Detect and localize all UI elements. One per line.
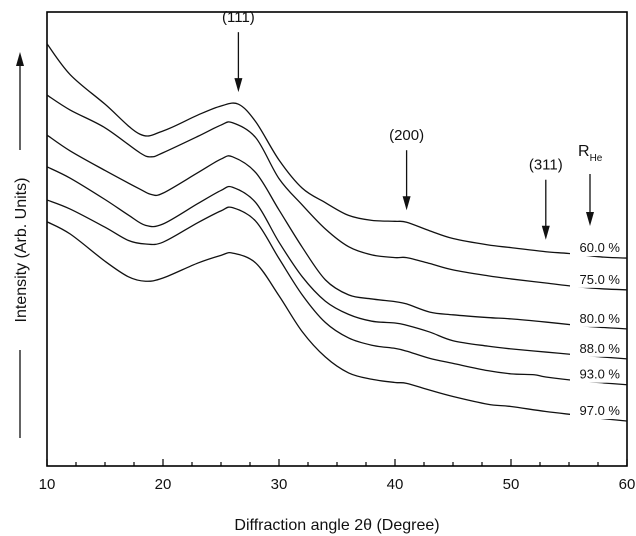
series-label-5: 93.0 % xyxy=(580,367,621,382)
series-label-bg xyxy=(570,403,622,420)
series-line-3 xyxy=(46,134,628,330)
y-axis-label-group: Intensity (Arb. Units) xyxy=(10,52,30,438)
x-tick-label: 30 xyxy=(271,476,288,493)
x-axis-ticks: 10 20 30 40 50 60 xyxy=(39,459,636,493)
series-label-1: 60.0 % xyxy=(580,240,621,255)
series-label-2: 75.0 % xyxy=(580,272,621,287)
series-line-6 xyxy=(46,221,628,422)
series-label-4: 88.0 % xyxy=(580,341,621,356)
x-axis-label: Diffraction angle 2θ (Degree) xyxy=(234,517,439,534)
legend-header: RHe xyxy=(578,143,603,226)
series-label-bg xyxy=(570,340,622,357)
peak-arrow-head-1 xyxy=(234,78,243,93)
x-tick-label: 40 xyxy=(387,476,404,493)
series-label-bg xyxy=(570,271,622,288)
series-label-6: 97.0 % xyxy=(580,403,621,418)
y-axis-arrow-head xyxy=(16,52,24,66)
legend-header-sub: He xyxy=(590,153,603,164)
series-label-3: 80.0 % xyxy=(580,311,621,326)
x-tick-label: 10 xyxy=(39,476,56,493)
y-axis-label: Intensity (Arb. Units) xyxy=(13,178,30,323)
legend-header-main: R xyxy=(578,143,590,160)
series-label-bg xyxy=(570,240,622,257)
peak-label-3: (311) xyxy=(529,157,563,174)
series-line-5 xyxy=(46,199,628,386)
x-tick-label: 50 xyxy=(503,476,520,493)
x-tick-label: 60 xyxy=(619,476,636,493)
peak-label-2: (200) xyxy=(389,127,424,144)
series-label-bg xyxy=(570,366,622,383)
series-line-2 xyxy=(46,94,628,291)
peak-label-1: (111) xyxy=(222,9,255,26)
series-label-bg xyxy=(570,310,622,327)
legend-header-arrow-head xyxy=(586,212,594,226)
annotation-layer: (111) (200) (311) xyxy=(222,9,563,240)
x-tick-label: 20 xyxy=(155,476,172,493)
peak-arrow-head-2 xyxy=(402,196,411,211)
svg-text:RHe: RHe xyxy=(578,143,603,164)
series-layer: 60.0 % 75.0 % 80.0 % 88.0 % 93.0 % 97.0 % xyxy=(46,43,628,422)
peak-arrow-head-3 xyxy=(541,225,550,240)
series-line-4 xyxy=(46,166,628,360)
series-line-1 xyxy=(46,43,628,259)
